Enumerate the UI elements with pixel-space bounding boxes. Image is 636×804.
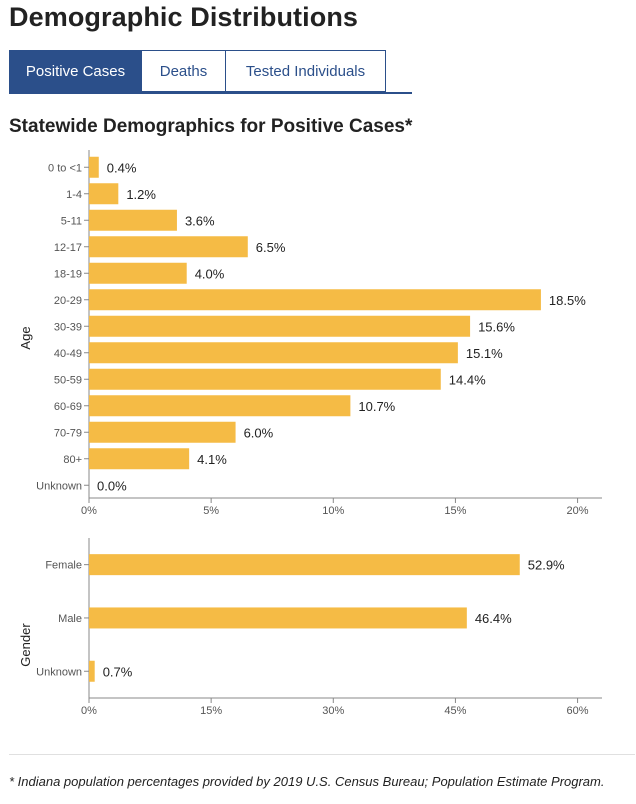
gender-category-label: Male (58, 613, 82, 625)
age-category-label: 18-19 (54, 268, 82, 280)
tab-underline (9, 92, 412, 94)
gender-value-label: 46.4% (475, 611, 512, 626)
demographics-chart: 0% 5% 10% 15% 20% 0 to <1 0.4% 1-4 1.2% 5-11 3.6% 1… (18, 150, 602, 717)
gender-bar (89, 554, 520, 576)
section-title: Statewide Demographics for Positive Case… (9, 116, 413, 137)
gender-value-label: 0.7% (103, 664, 133, 679)
age-value-label: 18.5% (549, 293, 586, 308)
age-value-label: 4.0% (195, 266, 225, 281)
footer-divider (9, 754, 635, 755)
age-bar (89, 368, 441, 390)
age-bar (89, 448, 190, 470)
age-value-label: 6.5% (256, 240, 286, 255)
gender-x-tick-label: 15% (200, 705, 222, 717)
age-x-tick-label: 15% (444, 505, 466, 517)
tab-tested-individuals[interactable]: Tested Individuals (226, 50, 386, 92)
gender-value-label: 52.9% (528, 558, 565, 573)
age-bar (89, 156, 99, 178)
age-bar (89, 289, 541, 311)
age-x-tick-label: 5% (203, 505, 219, 517)
age-bar (89, 236, 248, 258)
gender-x-tick-label: 45% (444, 705, 466, 717)
age-category-label: 30-39 (54, 321, 82, 333)
age-category-label: 70-79 (54, 427, 82, 439)
age-bar (89, 183, 119, 205)
page-title: Demographic Distributions (9, 2, 359, 32)
gender-category-label: Unknown (36, 666, 82, 678)
age-category-label: 50-59 (54, 374, 82, 386)
age-category-label: Unknown (36, 480, 82, 492)
age-value-label: 14.4% (449, 372, 486, 387)
age-value-label: 4.1% (197, 452, 227, 467)
age-bar (89, 342, 458, 364)
age-bar (89, 395, 351, 417)
age-value-label: 6.0% (244, 425, 274, 440)
age-value-label: 10.7% (358, 399, 395, 414)
age-bar (89, 421, 236, 443)
age-value-label: 0.4% (107, 160, 137, 175)
age-x-tick-label: 10% (322, 505, 344, 517)
age-x-tick-label: 0% (81, 505, 97, 517)
age-category-label: 20-29 (54, 295, 82, 307)
tab-positive-cases[interactable]: Positive Cases (9, 50, 142, 92)
age-value-label: 1.2% (126, 187, 156, 202)
gender-x-tick-label: 0% (81, 705, 97, 717)
age-x-tick-label: 20% (567, 505, 589, 517)
age-category-label: 40-49 (54, 348, 82, 360)
age-bar (89, 315, 471, 337)
gender-bar (89, 660, 95, 682)
footnote: * Indiana population percentages provide… (9, 774, 605, 789)
age-value-label: 15.1% (466, 346, 503, 361)
age-category-label: 5-11 (61, 215, 82, 227)
age-category-label: 60-69 (54, 401, 82, 413)
age-category-label: 0 to <1 (48, 162, 82, 174)
age-value-label: 15.6% (478, 319, 515, 334)
gender-x-tick-label: 60% (567, 705, 589, 717)
age-value-label: 3.6% (185, 213, 215, 228)
gender-category-label: Female (45, 560, 82, 572)
age-bar (89, 262, 187, 284)
age-category-label: 80+ (63, 454, 82, 466)
gender-bar (89, 607, 467, 629)
age-axis-title: Age (18, 326, 33, 349)
age-value-label: 0.0% (97, 478, 127, 493)
age-category-label: 1-4 (66, 189, 82, 201)
age-bar (89, 209, 177, 231)
age-category-label: 12-17 (54, 242, 82, 254)
tab-bar: Positive Cases Deaths Tested Individuals (9, 50, 386, 94)
gender-x-tick-label: 30% (322, 705, 344, 717)
gender-axis-title: Gender (18, 623, 33, 667)
tab-deaths[interactable]: Deaths (142, 50, 226, 92)
